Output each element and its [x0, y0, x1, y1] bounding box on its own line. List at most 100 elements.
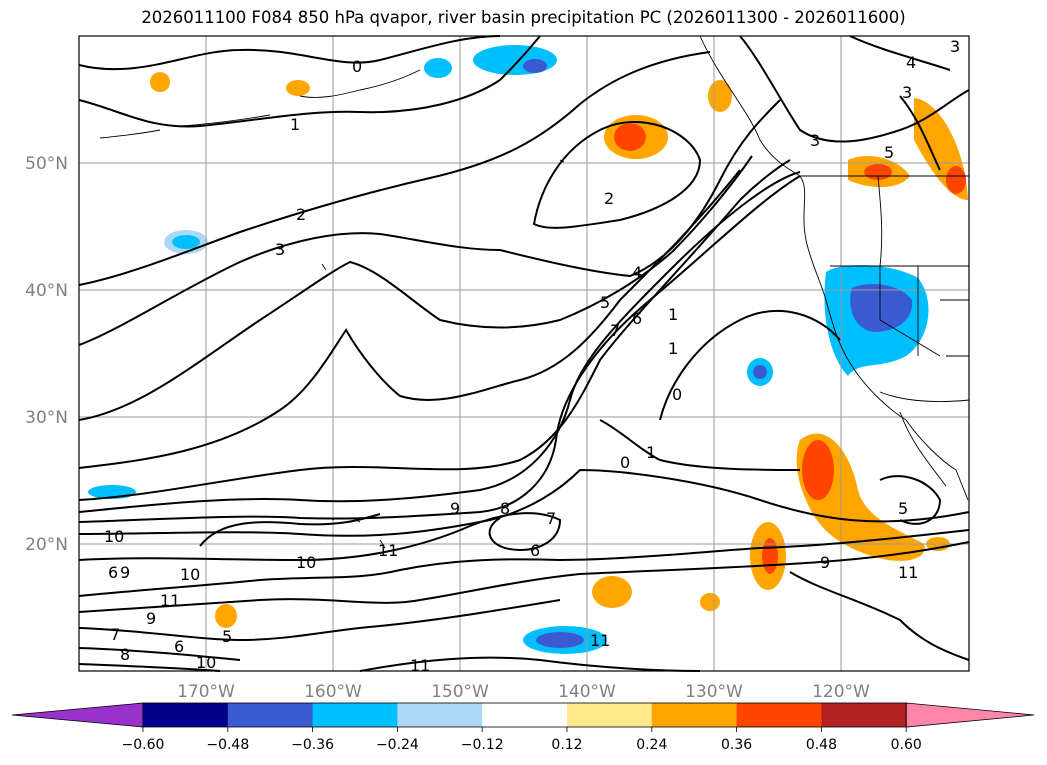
- contour-label: 9: [450, 499, 460, 518]
- contour-labels: 0 1 2 3 2 3 4 5 6 7 1 1 0 0 1 3 3 4 5 9 …: [104, 37, 960, 675]
- contour-line: [78, 159, 791, 501]
- contour-label: 5: [884, 143, 894, 162]
- contour-line: [849, 35, 951, 71]
- lat-label: 50°N: [25, 154, 68, 174]
- contour-line: [78, 541, 970, 613]
- shade-blob: [700, 593, 720, 611]
- contour-line: [78, 663, 221, 672]
- shade-blob: [536, 632, 584, 648]
- contour-label: 6: [108, 563, 118, 582]
- contour-label: 6: [530, 541, 540, 560]
- contour-label: 11: [898, 563, 918, 582]
- contour-label: 5: [222, 627, 232, 646]
- contour-label: 3: [810, 131, 820, 150]
- state-borders: [830, 265, 969, 357]
- colorbar-extend-high: [905, 702, 1035, 728]
- colorbar-tick-label: 0.60: [891, 737, 922, 753]
- contour-label: 3: [275, 240, 285, 259]
- contour-label: 10: [196, 653, 216, 672]
- colorbar-segment: [143, 703, 229, 727]
- shade-blob: [753, 365, 767, 379]
- contour-line: [899, 95, 941, 171]
- colorbar-extend-low: [11, 702, 144, 728]
- lat-label: 20°N: [25, 535, 68, 555]
- contour-label: 3: [902, 83, 912, 102]
- contour-label: 5: [898, 499, 908, 518]
- contour-label: 7: [610, 321, 620, 340]
- contour-label: 10: [104, 527, 124, 546]
- colorbar-segment: [312, 703, 398, 727]
- shade-blob: [150, 72, 170, 92]
- contour-label: 0: [620, 453, 630, 472]
- shade-blob: [614, 123, 646, 151]
- contour-line: [789, 571, 970, 661]
- border-us-mexico: [879, 391, 970, 402]
- colorbar-segment: [567, 703, 653, 727]
- contour-line: [78, 529, 970, 597]
- colorbar-tick-label: −0.60: [122, 737, 165, 753]
- colorbar-tick-label: −0.48: [206, 737, 249, 753]
- lon-label: 130°W: [685, 682, 743, 702]
- shade-blob: [592, 576, 632, 608]
- contour-label: 0: [352, 57, 362, 76]
- colorbar-tick-label: −0.24: [376, 737, 419, 753]
- contour-label: 8: [120, 645, 130, 664]
- contour-line: [739, 35, 970, 143]
- shade-blob: [473, 45, 557, 75]
- contour-label: 4: [906, 53, 916, 72]
- contour-line: [359, 656, 701, 672]
- contour-label: 3: [950, 37, 960, 56]
- map-title: 2026011100 F084 850 hPa qvapor, river ba…: [141, 8, 906, 27]
- contour-label: 1: [646, 443, 656, 462]
- colorbar: −0.60 −0.48 −0.36 −0.24 −0.12 0.12 0.24 0.36 0.4…: [11, 702, 1035, 753]
- shade-blob: [762, 538, 778, 574]
- contour-line: [78, 175, 801, 523]
- contour-line: [78, 35, 501, 71]
- contour-label: 6: [174, 637, 184, 656]
- contour-label: 11: [378, 541, 398, 560]
- lon-label: 120°W: [812, 682, 870, 702]
- contour-label: 11: [410, 656, 430, 675]
- shade-blob: [850, 284, 913, 332]
- lon-label: 160°W: [304, 682, 362, 702]
- shade-blob: [215, 604, 237, 628]
- colorbar-segment: [736, 703, 822, 727]
- aleutian-islands: [99, 69, 421, 139]
- colorbar-tick-label: −0.36: [291, 737, 334, 753]
- shade-blob: [946, 166, 966, 194]
- colorbar-segment: [482, 703, 568, 727]
- colorbar-tick-label: −0.12: [461, 737, 504, 753]
- colorbar-segment: [651, 703, 738, 727]
- contour-line: [78, 647, 241, 661]
- contour-label: 9: [120, 563, 130, 582]
- baja-coast: [899, 411, 947, 487]
- shade-blob: [523, 59, 547, 73]
- contour-line: [78, 171, 801, 513]
- contour-line: [78, 155, 753, 421]
- contour-label: 10: [296, 553, 316, 572]
- contour-line: [599, 419, 801, 471]
- colorbar-tick-label: 0.12: [551, 737, 582, 753]
- contour-label: 1: [290, 115, 300, 134]
- lat-label: 40°N: [25, 281, 68, 301]
- contour-line: [78, 99, 781, 346]
- colorbar-tick-label: 0.36: [721, 737, 752, 753]
- colorbar-segment: [821, 703, 907, 727]
- lat-labels: 50°N 40°N 30°N 20°N: [25, 154, 68, 555]
- contour-line: [78, 51, 711, 286]
- contour-line: [78, 468, 970, 537]
- shade-blob: [802, 440, 834, 500]
- colorbar-tick-label: 0.24: [636, 737, 667, 753]
- contour-label: 9: [820, 553, 830, 572]
- contour-label: 9: [146, 609, 156, 628]
- contour-label: 7: [546, 509, 556, 528]
- colorbar-segment: [227, 703, 314, 727]
- lon-label: 150°W: [431, 682, 489, 702]
- lon-labels: 170°W 160°W 150°W 140°W 130°W 120°W: [177, 682, 870, 702]
- colorbar-tick-label: 0.48: [806, 737, 837, 753]
- shade-blob: [708, 80, 732, 112]
- contour-label: 2: [296, 205, 306, 224]
- map-frame: [78, 35, 970, 672]
- map-panel: 0 1 2 3 2 3 4 5 6 7 1 1 0 0 1 3 3 4 5 9 …: [78, 35, 970, 675]
- colorbar-segment: [397, 703, 483, 727]
